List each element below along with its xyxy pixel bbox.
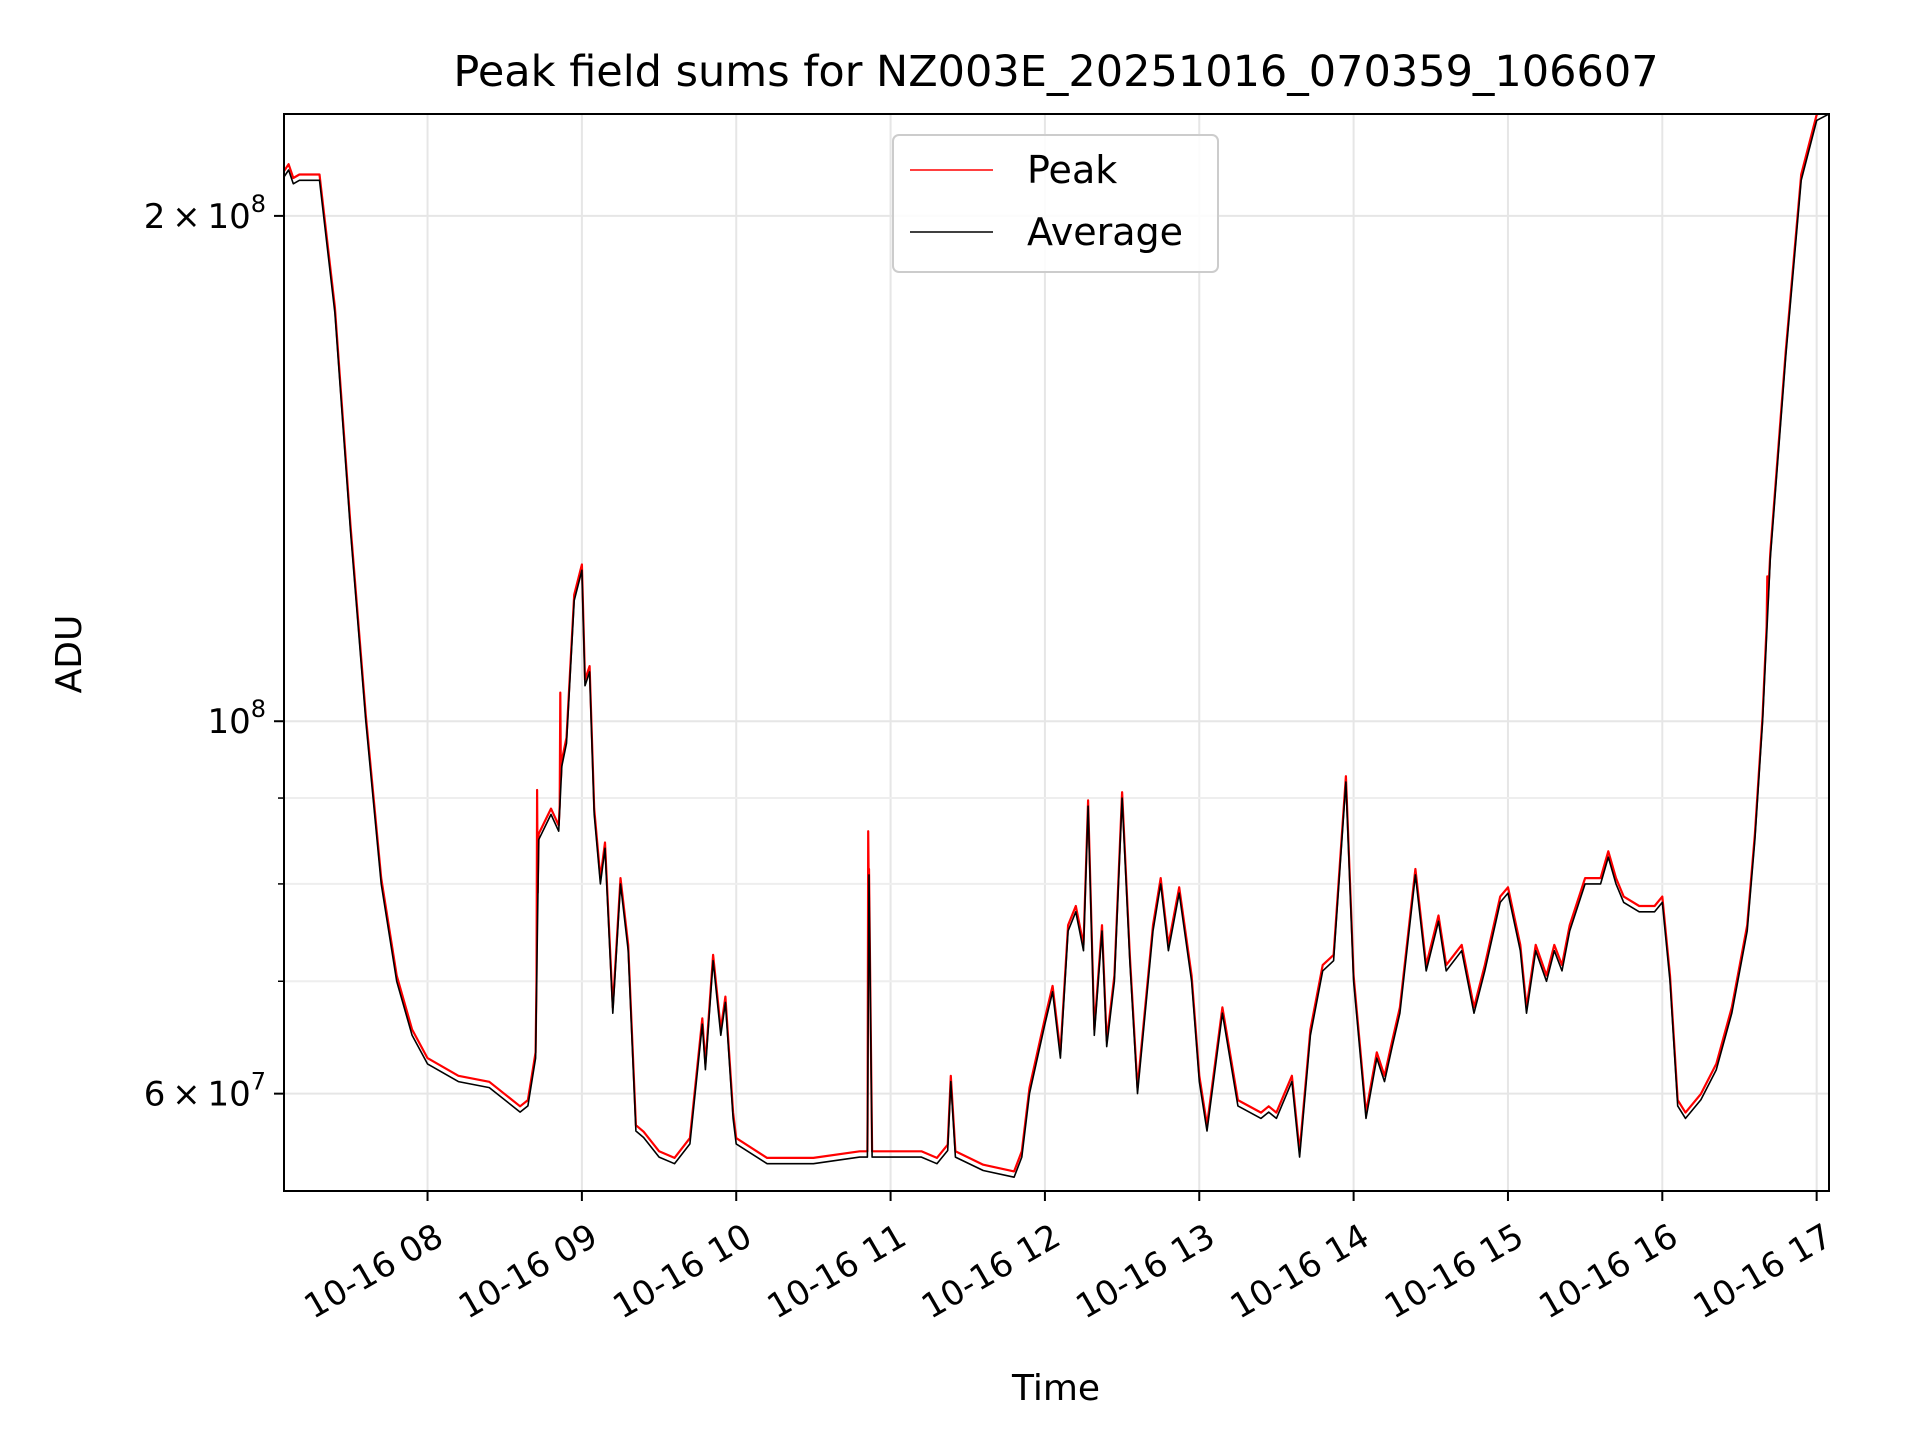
grid: [284, 114, 1829, 1191]
x-tick-label: 10-16 11: [761, 1216, 913, 1327]
y-tick-label: 108: [207, 695, 266, 742]
x-tick-label: 10-16 16: [1532, 1216, 1684, 1327]
legend: Peak Average: [892, 134, 1219, 273]
x-tick-label: 10-16 12: [915, 1216, 1067, 1327]
x-tick-label: 10-16 14: [1224, 1216, 1376, 1327]
legend-average-label: Average: [1027, 210, 1183, 254]
chart-title: Peak field sums for NZ003E_20251016_0703…: [453, 47, 1658, 97]
x-tick-label: 10-16 09: [452, 1216, 604, 1327]
series-line-average: [284, 114, 1829, 1178]
series-line-peak: [284, 114, 1821, 1173]
y-axis-ticks: 2 × 108 108 6 × 107: [144, 190, 284, 1115]
x-tick-label: 10-16 08: [298, 1216, 450, 1327]
y-axis-label: ADU: [49, 615, 90, 694]
legend-peak-label: Peak: [1027, 148, 1117, 192]
x-axis-label: Time: [1011, 1368, 1100, 1409]
y-tick-label: 2 × 108: [144, 190, 266, 237]
series-layer: [284, 114, 1829, 1178]
x-tick-label: 10-16 13: [1069, 1216, 1221, 1327]
x-axis-ticks: 10-16 08 10-16 09 10-16 10 10-16 11 10-16 12…: [298, 1191, 1839, 1327]
x-tick-label: 10-16 15: [1378, 1216, 1530, 1327]
plot-frame: [283, 113, 1830, 1192]
x-tick-label: 10-16 10: [606, 1216, 758, 1327]
y-tick-label: 6 × 107: [144, 1068, 266, 1115]
x-tick-label: 10-16 17: [1687, 1216, 1839, 1327]
